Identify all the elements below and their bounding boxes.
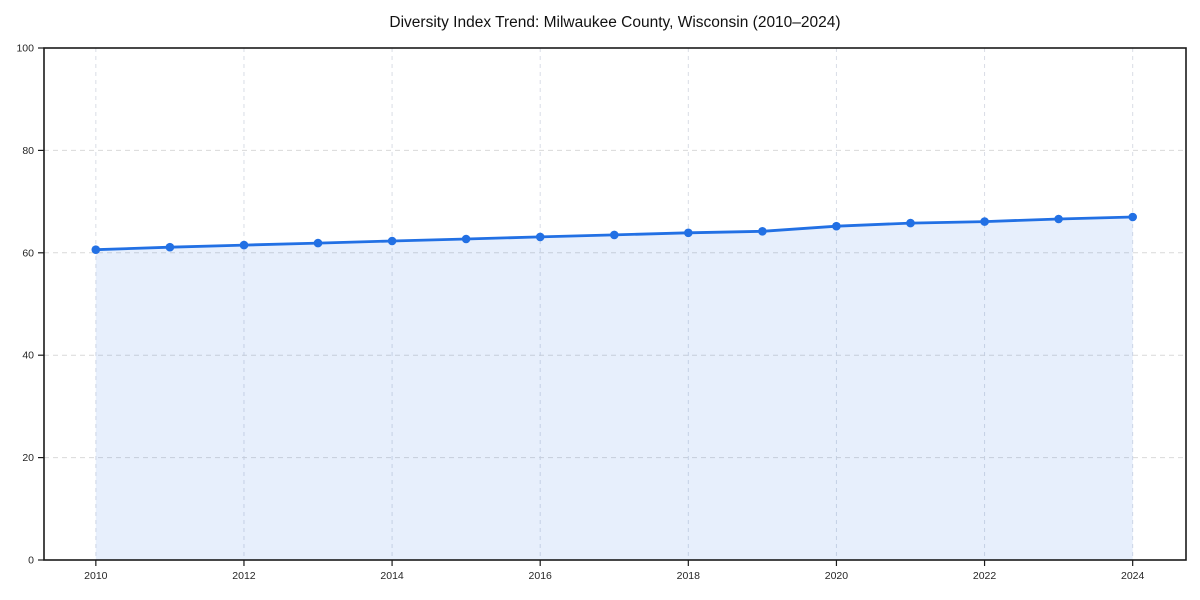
data-point-marker bbox=[91, 245, 101, 254]
y-tick-label: 0 bbox=[28, 555, 34, 567]
data-point-marker bbox=[980, 217, 989, 226]
data-point-marker bbox=[1128, 212, 1137, 222]
data-point-marker bbox=[1054, 214, 1063, 224]
x-tick-label: 2012 bbox=[232, 570, 256, 582]
data-point-marker bbox=[684, 228, 693, 238]
x-tick-label: 2016 bbox=[529, 570, 553, 582]
data-point-marker bbox=[165, 242, 175, 252]
data-point-marker bbox=[832, 221, 841, 231]
area-fill bbox=[95, 217, 1133, 560]
x-tick-label: 2018 bbox=[677, 570, 701, 582]
data-point-marker bbox=[461, 234, 471, 244]
x-tick-label: 2024 bbox=[1121, 570, 1145, 582]
data-point-marker bbox=[313, 238, 323, 248]
data-points bbox=[91, 212, 1137, 254]
axis-ticks bbox=[38, 47, 1134, 566]
x-tick-label: 2020 bbox=[825, 570, 849, 582]
axis-tick-labels: 0 20 40 60 80 100 2010 2012 2014 2016 2018 2020 2022… bbox=[16, 43, 1144, 583]
series-area-fill bbox=[95, 217, 1133, 560]
data-point-marker bbox=[610, 230, 619, 240]
data-point-marker bbox=[387, 236, 397, 246]
plot-border bbox=[43, 47, 1187, 561]
x-tick-label: 2014 bbox=[380, 570, 404, 582]
data-point-marker bbox=[758, 227, 767, 236]
chart-title: Diversity Index Trend: Milwaukee County,… bbox=[389, 14, 840, 31]
vertical-gridlines bbox=[95, 48, 1134, 560]
data-point-marker bbox=[239, 240, 249, 250]
x-tick-label: 2010 bbox=[84, 570, 108, 582]
y-tick-label: 80 bbox=[22, 145, 34, 157]
y-tick-label: 60 bbox=[22, 247, 34, 259]
data-point-marker bbox=[535, 232, 545, 242]
plot-border-rect bbox=[43, 47, 1187, 561]
x-tick-label: 2022 bbox=[973, 570, 997, 582]
y-tick-label: 100 bbox=[16, 43, 34, 55]
data-point-marker bbox=[906, 218, 915, 228]
y-tick-label: 20 bbox=[22, 452, 34, 464]
y-tick-label: 40 bbox=[22, 350, 34, 362]
